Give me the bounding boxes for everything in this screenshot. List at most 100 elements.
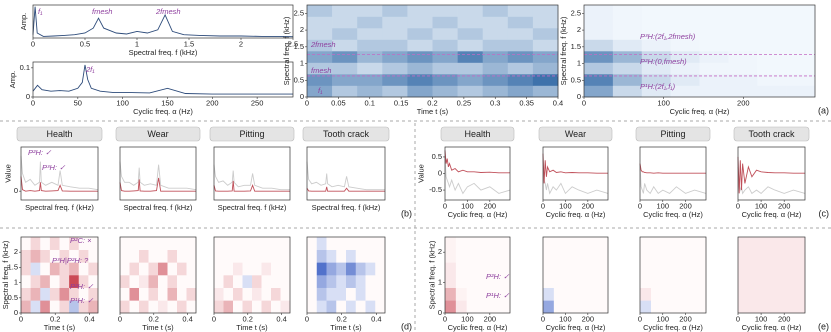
heat-cell [355, 275, 366, 288]
heat-cell [120, 249, 130, 263]
y-tick-label: 0.5 [432, 152, 442, 161]
heat-cell [355, 262, 366, 276]
y-tick-label: 2.5 [294, 8, 304, 17]
line [542, 160, 609, 195]
heat-cell [346, 237, 357, 250]
heat-cell [59, 275, 70, 288]
line [32, 6, 294, 38]
annotation: P²C: × [70, 236, 91, 245]
heat-cell [699, 62, 729, 75]
y-tick-label: 1 [438, 278, 442, 287]
x-tick-label: 0.3 [490, 98, 500, 107]
axes-frame [213, 236, 291, 314]
axes-frame [306, 146, 386, 201]
heat-cell [271, 262, 281, 276]
heat-cell [167, 287, 178, 301]
line [639, 163, 707, 195]
heat-cell [21, 237, 31, 250]
heat-cell [69, 287, 80, 301]
x-tick-label: 0 [443, 201, 447, 210]
heat-cell [252, 262, 262, 276]
heat-cell [177, 287, 187, 301]
heat-cell [597, 249, 609, 263]
heat-cell [167, 275, 178, 288]
line [444, 156, 511, 195]
heat-cell [782, 287, 795, 301]
annotation: 2fmesh [310, 40, 336, 49]
heat-cell [307, 16, 333, 29]
heat-cell [793, 249, 806, 263]
heat-cell [30, 237, 41, 250]
heat-cell [793, 262, 806, 276]
annotation: fmesh [92, 7, 112, 16]
x-tick-label: 0.2 [149, 314, 159, 323]
x-tick-label: 0 [582, 98, 586, 107]
heat-cell [782, 275, 795, 288]
x-tick-label: 0.4 [182, 314, 192, 323]
heat-cell [684, 262, 696, 276]
axes-frame [213, 146, 291, 201]
heat-cell [49, 300, 60, 314]
heat-cell [749, 300, 761, 314]
heat-cell [760, 287, 772, 301]
heat-cell [280, 300, 291, 314]
heat-cell [786, 74, 816, 86]
heat-cell [612, 5, 643, 17]
x-tick-label: 2 [239, 39, 243, 48]
heat-cell [223, 249, 234, 263]
heat-cell [88, 249, 99, 263]
x-tick-label: 0 [31, 39, 35, 48]
heat-cell [158, 287, 168, 301]
heat-cell [651, 275, 663, 288]
heat-cell [252, 237, 262, 250]
heat-cell [749, 249, 761, 263]
heat-cell [477, 249, 489, 263]
heat-cell [699, 51, 729, 63]
line [542, 153, 608, 184]
heat-cell [271, 275, 281, 288]
heat-cell [365, 300, 376, 314]
x-axis-label: Cyclic freq. α (Hz) [742, 210, 802, 219]
axes-frame [119, 146, 197, 201]
x-tick-label: 2.5 [288, 39, 298, 48]
heat-cell [432, 74, 458, 86]
heat-cell [186, 237, 197, 250]
heat-cell [129, 300, 140, 314]
heat-cell [355, 287, 366, 301]
heat-cell [699, 16, 729, 29]
line [20, 176, 98, 192]
heat-cell [532, 28, 559, 40]
heat-cell [728, 28, 758, 40]
panel-title: Wear [565, 129, 586, 139]
heat-cell [307, 85, 333, 98]
heat-cell [332, 28, 358, 40]
heat-cell [757, 28, 787, 40]
panel-title: Pitting [239, 129, 264, 139]
heat-cell [382, 39, 408, 52]
heat-cell [584, 51, 614, 63]
x-tick-label: 0 [736, 201, 740, 210]
heat-cell [553, 275, 565, 288]
x-axis-label: Time t (s) [142, 323, 174, 332]
heat-cell [316, 262, 327, 276]
heat-cell [499, 237, 511, 250]
heat-cell [382, 62, 408, 75]
heat-cell [357, 16, 383, 29]
heat-cell [477, 275, 489, 288]
heat-cell [129, 287, 140, 301]
heat-cell [316, 287, 327, 301]
heat-cell [699, 28, 729, 40]
heat-cell [586, 249, 598, 263]
heat-cell [651, 249, 663, 263]
heat-cell [382, 16, 408, 29]
x-tick-label: 250 [251, 98, 264, 107]
heat-cell [553, 262, 565, 276]
x-tick-label: 0 [305, 314, 309, 323]
heat-cell [30, 275, 41, 288]
heat-cell [695, 262, 707, 276]
axes-frame [542, 146, 609, 201]
heat-cell [684, 237, 696, 250]
axes-frame [737, 146, 806, 201]
heat-cell [49, 275, 60, 288]
heat-cell [612, 28, 643, 40]
